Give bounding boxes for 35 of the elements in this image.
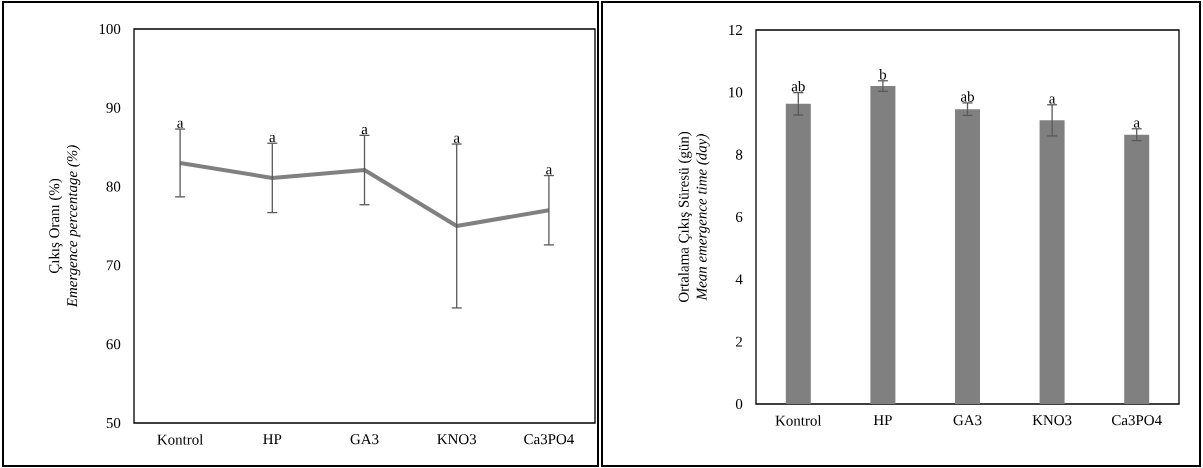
y-tick-label: 50	[106, 417, 121, 429]
y-tick-label: 100	[99, 23, 121, 35]
y-tick-label: 70	[106, 260, 121, 271]
x-tick-label: HP	[263, 434, 282, 444]
y-tick-label: 90	[106, 102, 121, 113]
annotation: a	[177, 120, 184, 128]
x-tick-label: Kontrol	[775, 415, 822, 426]
y-tick-label: 60	[106, 339, 121, 350]
x-tick-label: Kontrol	[157, 434, 204, 445]
x-tick-label: KNO3	[437, 434, 477, 445]
annotation: a	[269, 134, 276, 143]
x-tick-label: GA3	[953, 415, 982, 426]
y-tick-label: 80	[106, 181, 121, 192]
y-tick-label: 8	[735, 149, 743, 160]
x-tick-label: KNO3	[1032, 415, 1072, 426]
y-axis-title: Çıkış Oranı (%) Emergence percentage (%)	[48, 145, 81, 308]
annotation: a	[546, 167, 553, 175]
x-tick-label: GA3	[350, 434, 379, 445]
y-tick-label: 4	[735, 274, 743, 285]
y-tick-label: 6	[735, 211, 743, 222]
y-tick-label: 10	[729, 87, 743, 98]
x-tick-label: HP	[873, 415, 892, 425]
annotation: a	[1133, 120, 1140, 128]
y-tick-label: 0	[735, 398, 743, 410]
x-tick-label: Ca3PO4	[1111, 415, 1162, 426]
annotation: a	[453, 135, 460, 143]
y-tick-label: 12	[729, 25, 742, 35]
x-tick-label: Ca3PO4	[524, 434, 574, 445]
annotation: ab	[960, 91, 974, 102]
y-tick-label: 2	[736, 336, 742, 347]
y-axis-title: Ortalama Çıkış Süresü (gün) Mean emergence time (day)	[678, 131, 710, 303]
annotation: a	[361, 127, 368, 135]
annotation: b	[879, 69, 887, 80]
annotation: a	[1049, 96, 1056, 104]
annotation: ab	[791, 80, 805, 92]
